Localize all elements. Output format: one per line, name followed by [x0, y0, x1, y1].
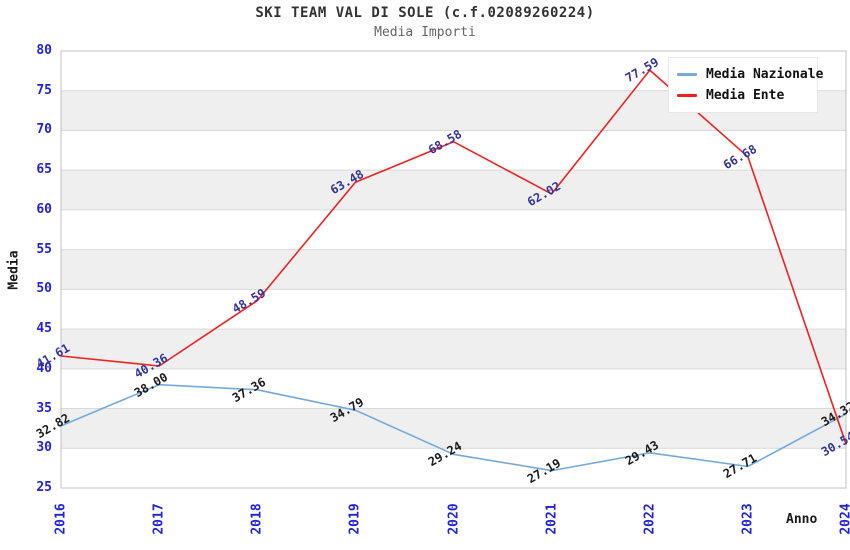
legend-label-media-ente: Media Ente	[706, 88, 785, 103]
x-tick-label: 2018	[249, 503, 265, 535]
plot-border	[60, 50, 847, 489]
x-tick-label: 2020	[446, 503, 461, 535]
x-tick-label: 2017	[151, 503, 167, 535]
series-line-media-nazionale	[60, 383, 847, 472]
y-tick-label: 80	[36, 43, 52, 58]
x-tick-label: 2024	[838, 503, 850, 535]
grid-band	[61, 329, 846, 369]
x-tick-label: 2021	[544, 503, 560, 535]
y-tick-label: 30	[36, 440, 52, 456]
y-tick-label: 55	[36, 241, 52, 257]
x-tick-label: 2019	[347, 503, 363, 535]
y-tick-label: 40	[36, 360, 52, 376]
legend-swatch-media-nazionale-icon	[677, 73, 697, 76]
y-tick-label: 25	[36, 480, 52, 495]
legend-item-media-nazionale: Media Nazionale	[677, 64, 823, 85]
chart-subtitle: Media Importi	[374, 25, 476, 40]
x-tick-label: 2023	[740, 503, 756, 535]
legend-swatch-media-ente-icon	[677, 94, 697, 97]
grid-band	[61, 408, 846, 449]
grid-band	[61, 249, 846, 290]
x-axis-title: Anno	[786, 512, 818, 527]
y-tick-label: 45	[36, 321, 52, 337]
y-tick-label: 65	[36, 162, 52, 178]
y-tick-label: 70	[36, 122, 52, 138]
series-line-media-ente	[60, 69, 847, 445]
grid-band	[61, 170, 846, 210]
legend: Media Nazionale Media Ente	[668, 57, 823, 113]
legend-label-media-nazionale: Media Nazionale	[706, 67, 824, 82]
x-tick-label: 2016	[53, 503, 69, 535]
legend-item-media-ente: Media Ente	[677, 85, 809, 106]
chart-title: SKI TEAM VAL DI SOLE (c.f.02089260224)	[255, 5, 595, 21]
x-tick-label: 2022	[642, 503, 658, 535]
y-tick-label: 75	[36, 82, 52, 98]
y-tick-label: 60	[36, 201, 52, 217]
y-tick-label: 50	[36, 281, 52, 297]
y-tick-label: 35	[36, 400, 52, 416]
